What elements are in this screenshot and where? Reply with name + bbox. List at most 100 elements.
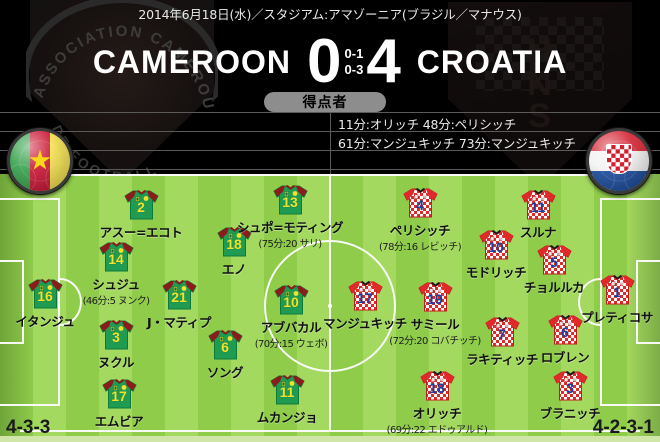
player-name: エムビア: [94, 414, 144, 429]
jersey-icon: 11: [269, 374, 306, 406]
player-away-18[interactable]: 18 オリッチ (69分:22 エドゥアルド): [377, 370, 497, 436]
penalty-box-right: [600, 198, 660, 406]
center-circle: [264, 240, 396, 372]
player-number: 18: [226, 236, 242, 252]
substitution-note: (75分:20 サリ): [258, 239, 322, 250]
player-number: 2: [137, 199, 145, 215]
player-name: オリッチ: [412, 406, 462, 421]
player-number: 6: [561, 324, 569, 340]
jersey-icon: 21: [161, 279, 198, 311]
player-home-2[interactable]: 2 アスー=エコト: [81, 189, 201, 241]
jersey-icon: 19: [417, 281, 454, 313]
scorers-label: 得点者: [264, 92, 386, 112]
home-score: 0: [307, 27, 342, 96]
player-name: エノ: [221, 262, 247, 277]
player-name: シュポ=モティング: [236, 220, 344, 235]
jersey-icon: 6: [207, 329, 244, 361]
jersey-icon: 4: [402, 187, 439, 219]
player-name: マンジュキッチ: [323, 316, 407, 331]
player-home-11[interactable]: 11 ムカンジョ: [227, 374, 347, 426]
jersey-icon: 3: [552, 370, 589, 402]
substitution-note: (46分:5 ヌンク): [82, 296, 150, 307]
player-name: ロブレン: [540, 350, 590, 365]
player-away-19[interactable]: 19 サミール (72分:20 コバチッチ): [375, 281, 495, 347]
home-team-name: CAMEROON: [92, 43, 292, 80]
touchline-top: [20, 174, 640, 176]
player-number: 17: [357, 290, 373, 306]
player-home-10[interactable]: 10 アブバカル (70分:15 ウェボ): [231, 284, 351, 350]
substitution-note: (69分:22 エドゥアルド): [386, 425, 488, 436]
player-name: アスー=エコト: [99, 225, 183, 240]
player-name: スルナ: [519, 225, 557, 240]
away-score: 4: [366, 27, 401, 96]
player-away-17[interactable]: 17 マンジュキッチ: [305, 280, 425, 332]
player-name: イタンジュ: [15, 314, 75, 329]
player-name: モドリッチ: [465, 265, 527, 280]
player-number: 5: [550, 254, 558, 270]
jersey-icon: 3: [98, 319, 135, 351]
player-away-3[interactable]: 3 ブラニッチ: [510, 370, 630, 422]
away-formation: 4-2-3-1: [592, 417, 654, 438]
player-away-7[interactable]: 7 ラキティッチ: [442, 316, 562, 368]
player-number: 18: [429, 380, 445, 396]
player-name: ラキティッチ: [466, 352, 538, 367]
jersey-icon: 10: [273, 284, 310, 316]
jersey-icon: 2: [123, 189, 160, 221]
player-number: 14: [108, 251, 124, 267]
match-date-venue: 2014年6月18日(水)／スタジアム:アマゾーニア(ブラジル／マナウス): [138, 7, 522, 22]
scorer-line-1: 11分:オリッチ 48分:ペリシッチ: [338, 117, 517, 132]
goal-box-right: [636, 260, 660, 344]
player-home-16[interactable]: 16 イタンジュ: [0, 278, 105, 330]
player-number: 10: [283, 294, 299, 310]
player-number: 13: [282, 194, 298, 210]
player-home-3[interactable]: 3 ヌクル: [56, 319, 176, 371]
player-number: 21: [171, 289, 187, 305]
player-home-21[interactable]: 21 J・マティプ: [119, 279, 239, 331]
player-name: チョルルカ: [523, 280, 585, 295]
first-half-score: 0-1: [344, 46, 364, 62]
pitch: 16 イタンジュ 2 アスー=エコト 14 シュジュ (46分:5 ヌンク) 3 ヌクル: [0, 174, 660, 442]
scorer-line-2: 61分:マンジュキッチ 73分:マンジュキッチ: [338, 136, 576, 151]
player-away-6[interactable]: 6 ロブレン: [505, 314, 625, 366]
player-number: 4: [416, 197, 424, 213]
player-name: シュジュ: [92, 277, 140, 292]
cameroon-flag-ball-icon: [7, 128, 73, 194]
player-away-10[interactable]: 10 モドリッチ: [436, 229, 556, 281]
jersey-icon: 1: [599, 274, 636, 306]
player-number: 11: [279, 384, 295, 400]
player-name: J・マティプ: [146, 315, 211, 330]
player-name: ソング: [206, 365, 244, 380]
player-home-14[interactable]: 14 シュジュ (46分:5 ヌンク): [56, 241, 176, 307]
substitution-note: (78分:16 レビッチ): [379, 242, 462, 253]
jersey-icon: 13: [272, 184, 309, 216]
jersey-icon: 17: [347, 280, 384, 312]
substitution-note: (70分:15 ウェボ): [254, 339, 328, 350]
player-name: ムカンジョ: [256, 410, 318, 425]
player-away-5[interactable]: 5 チョルルカ: [494, 244, 614, 296]
pitch-shadow-right: [626, 174, 660, 442]
player-away-1[interactable]: 1 プレティコサ: [557, 274, 660, 326]
match-header: ASSOCIATION CAMEROUNAISE DE FOOTBALL HNS…: [0, 0, 660, 174]
second-half-score: 0-3: [344, 62, 364, 78]
player-number: 6: [221, 339, 229, 355]
jersey-icon: 14: [98, 241, 135, 273]
grid-line: [330, 112, 331, 174]
player-home-17[interactable]: 17 エムビア: [59, 378, 179, 430]
jersey-icon: 5: [536, 244, 573, 276]
croatia-flag-ball-icon: [586, 128, 652, 194]
player-away-11[interactable]: 11 スルナ: [478, 189, 598, 241]
away-team-name: CROATIA: [416, 43, 568, 80]
jersey-icon: 7: [484, 316, 521, 348]
bottom-strip: [0, 436, 660, 442]
substitution-note: (72分:20 コバチッチ): [389, 336, 481, 347]
player-name: ヌクル: [98, 355, 134, 370]
jersey-icon: 6: [547, 314, 584, 346]
player-home-13[interactable]: 13 シュポ=モティング (75分:20 サリ): [230, 184, 350, 250]
player-name: アブバカル: [260, 320, 322, 335]
player-number: 17: [111, 388, 127, 404]
pitch-shadow-left: [0, 174, 34, 442]
player-home-6[interactable]: 6 ソング: [165, 329, 285, 381]
player-number: 11: [530, 199, 546, 215]
player-away-4[interactable]: 4 ペリシッチ (78分:16 レビッチ): [360, 187, 480, 253]
player-home-18[interactable]: 18 エノ: [174, 226, 294, 278]
